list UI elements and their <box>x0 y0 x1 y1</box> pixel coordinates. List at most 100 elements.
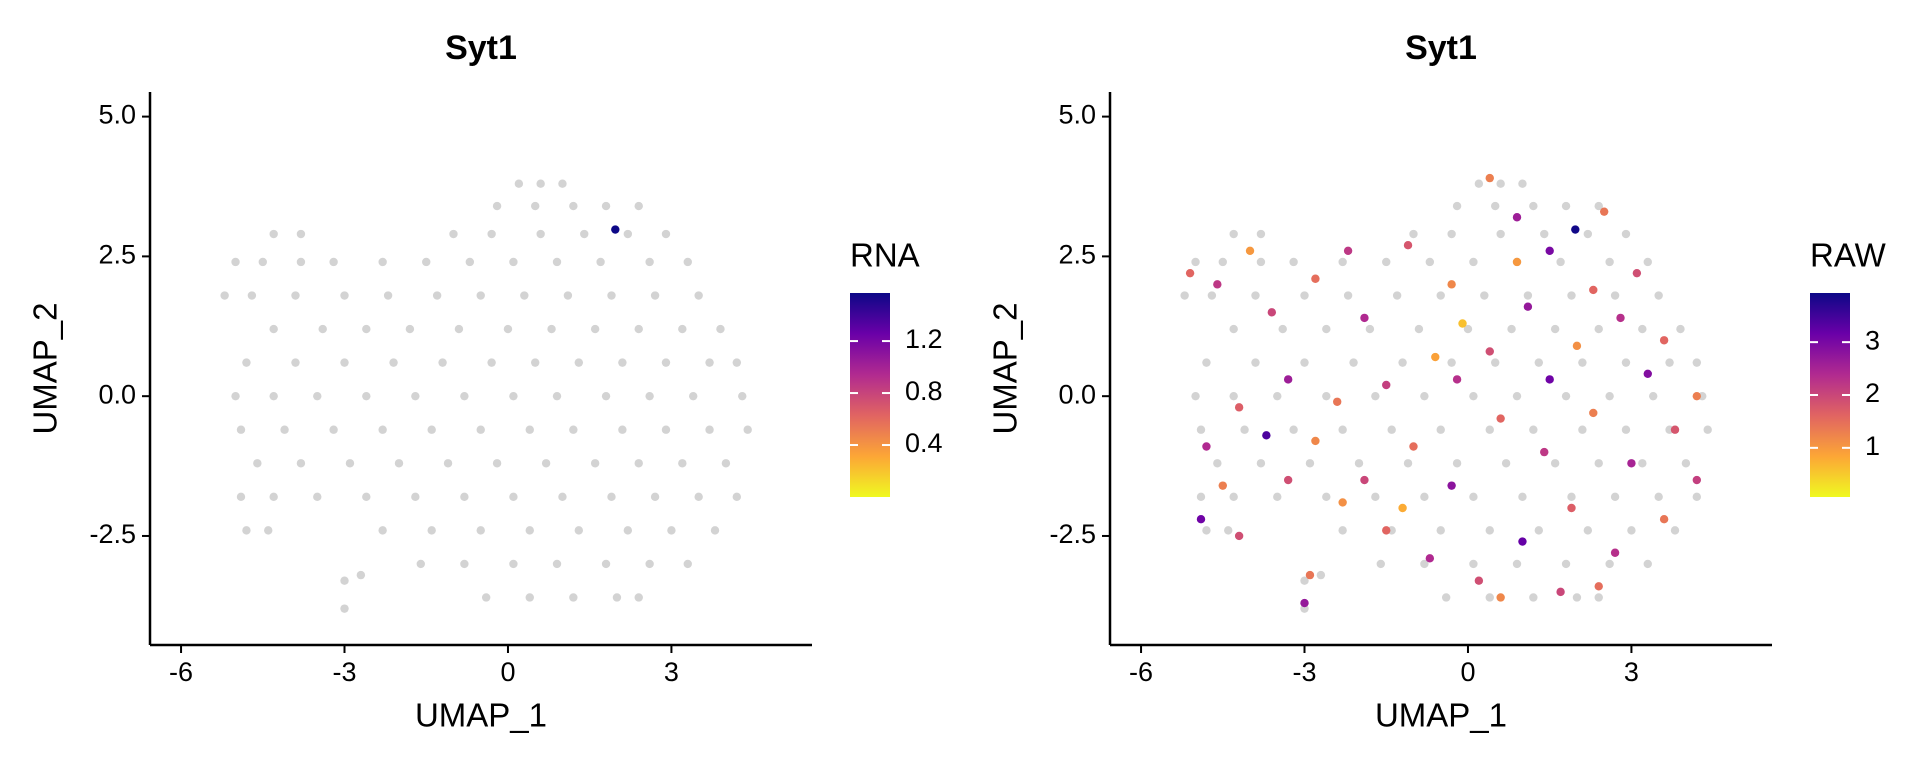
cell-point <box>296 229 306 239</box>
cell-point <box>1213 459 1222 468</box>
cell-point <box>1240 425 1249 434</box>
cell-point <box>1534 526 1544 535</box>
cell-point <box>1202 526 1211 535</box>
y-tick-label: 0.0 <box>1058 379 1096 409</box>
colorbar-title: RAW <box>1810 237 1887 274</box>
cell-point <box>1387 425 1396 434</box>
cell-point <box>552 257 562 267</box>
x-tick-label: 0 <box>1460 657 1475 687</box>
expression-point <box>1594 582 1603 591</box>
cell-point <box>1202 358 1211 367</box>
expression-point <box>1262 431 1271 440</box>
x-tick-label: -6 <box>1129 657 1153 687</box>
cell-point <box>558 492 567 502</box>
cell-point <box>1409 229 1418 239</box>
y-tick-label: 2.5 <box>1058 240 1096 270</box>
expression-point <box>1458 319 1467 328</box>
colorbar-tick-label: 3 <box>1865 325 1880 355</box>
cell-point <box>694 492 703 502</box>
cell-point <box>634 324 643 334</box>
cell-point <box>231 391 240 401</box>
expression-point <box>1196 514 1206 524</box>
cell-point <box>661 229 671 239</box>
cell-point <box>1605 391 1614 401</box>
cell-point <box>1349 358 1358 367</box>
cell-point <box>291 291 300 300</box>
colorbar-tick-label: 1.2 <box>905 324 943 354</box>
cell-point <box>481 593 491 602</box>
cell-point <box>574 358 584 367</box>
cell-point <box>422 257 431 267</box>
cell-point <box>710 526 720 535</box>
expression-point <box>1616 313 1625 323</box>
cell-point <box>689 391 698 401</box>
cell-point <box>242 526 251 535</box>
cell-point <box>531 358 540 367</box>
cell-point <box>313 391 322 401</box>
cell-point <box>1529 425 1538 434</box>
cell-point <box>645 391 654 401</box>
cell-point <box>443 459 453 468</box>
cell-point <box>661 425 671 434</box>
cell-point <box>1256 229 1266 239</box>
cell-point <box>383 291 393 300</box>
expression-point <box>1512 213 1522 222</box>
cell-point <box>1196 492 1206 502</box>
cell-point <box>1452 459 1462 468</box>
expression-point <box>1496 593 1505 602</box>
cell-point <box>1322 324 1331 334</box>
cell-point <box>394 459 404 468</box>
expression-point <box>611 225 620 234</box>
cell-point <box>1469 391 1478 401</box>
cell-point <box>1621 425 1631 434</box>
cell-point <box>1469 492 1478 502</box>
cell-point <box>509 391 518 401</box>
cell-point <box>329 257 338 267</box>
cell-point <box>258 257 267 267</box>
x-tick-label: -3 <box>1293 657 1317 687</box>
cell-point <box>236 425 246 434</box>
cell-point <box>1605 559 1614 569</box>
expression-point <box>1338 498 1347 507</box>
cell-point <box>231 257 240 267</box>
cell-point <box>492 459 502 468</box>
cell-point <box>552 559 562 569</box>
cell-point <box>1365 324 1375 334</box>
cell-point <box>1382 257 1391 267</box>
cell-point <box>1278 324 1287 334</box>
y-tick-label: 5.0 <box>98 100 136 130</box>
cell-point <box>645 257 654 267</box>
cell-point <box>1256 257 1266 267</box>
cell-point <box>705 425 714 434</box>
colorbar-title: RNA <box>850 237 920 274</box>
cell-point <box>601 391 611 401</box>
y-tick-label: 5.0 <box>1058 100 1096 130</box>
cell-point <box>378 257 387 267</box>
cell-point <box>1218 257 1227 267</box>
cell-point <box>329 425 338 434</box>
cell-point <box>1229 229 1238 239</box>
x-tick-label: -6 <box>169 657 193 687</box>
cell-point <box>531 201 540 211</box>
expression-point <box>1589 285 1598 295</box>
colorbar-tick-label: 0.4 <box>905 428 943 458</box>
cell-point <box>1643 257 1652 267</box>
cell-point <box>645 559 654 569</box>
cell-point <box>269 492 278 502</box>
cell-point <box>596 257 605 267</box>
cell-point <box>1496 179 1505 188</box>
cell-point <box>1561 559 1571 569</box>
cell-point <box>536 179 545 188</box>
cell-point <box>558 179 567 188</box>
cell-point <box>1583 526 1593 535</box>
x-axis-label: UMAP_1 <box>1375 697 1507 734</box>
cell-point <box>1578 358 1587 367</box>
expression-point <box>1545 246 1554 255</box>
expression-point <box>1403 241 1413 250</box>
cell-point <box>503 324 513 334</box>
cell-point <box>1425 257 1435 267</box>
cell-point <box>1273 391 1282 401</box>
cell-point <box>601 201 611 211</box>
expression-point <box>1202 442 1211 451</box>
cell-point <box>1665 358 1674 367</box>
